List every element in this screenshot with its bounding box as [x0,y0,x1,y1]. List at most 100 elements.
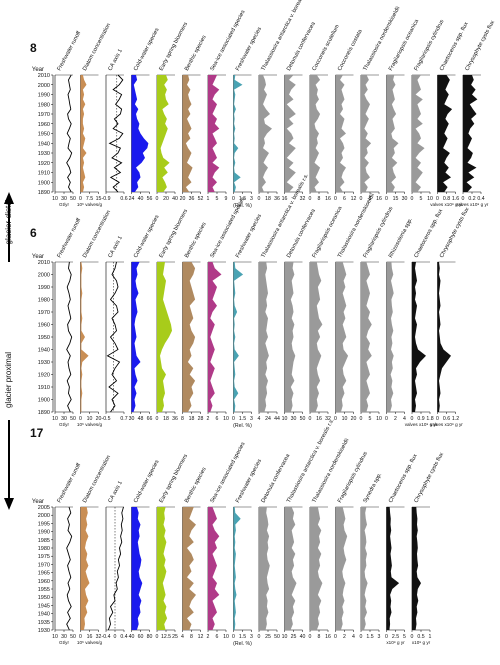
panel-title: Benthic species [184,34,208,72]
value-tick-label: 10 [376,416,382,422]
year-tick-label: 1960 [38,323,50,329]
unit-label: valves x10⁹ g yr [430,202,463,207]
value-tick-label: 0 [411,416,414,422]
value-tick-label: 66 [147,416,153,422]
series-area [437,75,453,192]
value-tick-label: 1.5 [239,416,246,422]
value-tick-label: 0.8 [443,196,450,202]
series-area [131,507,143,630]
panel-title: CA axis 1 [107,48,123,72]
unit-label: x10⁹ g yr [386,640,405,645]
series-area [361,507,368,630]
value-tick-label: 1.6 [452,196,459,202]
panel-title: Chrysophyte cysts flux [464,20,496,72]
value-tick-label: 16 [282,196,288,202]
panel-title: Chaetoceros spp. flux [439,21,470,72]
panel-title: Cold-water species [133,27,161,72]
year-tick-label: 1975 [38,554,50,560]
value-tick-label: 40 [138,196,144,202]
year-tick-label: 2010 [38,260,50,266]
year-tick-label: 1920 [38,161,50,167]
value-tick-label: 10 [52,416,58,422]
value-tick-label: 1.2 [452,416,459,422]
year-tick-label: 1935 [38,620,50,626]
value-tick-label: 20 [163,196,169,202]
core-section-8: 8Year18901900191019201930194019501960197… [30,0,496,209]
value-tick-label: 30 [61,634,67,640]
series-area [361,75,372,192]
value-tick-label: 32 [300,196,306,202]
panel-rhizosolenia-spp: Rhizosolenia spp.0 2 4 [385,217,414,422]
panel-title: Thalassiosira antarctica v. borealis r.s… [286,417,336,504]
value-tick-label: 16 [87,634,93,640]
panel-cold-water-species: Cold-water species 40 60 80 [129,459,161,640]
year-axis-label: Year [32,67,44,73]
value-tick-label: 0 [411,634,414,640]
year-tick-label: 1930 [38,360,50,366]
panel-title: Chaetoceros spp. flux [413,208,444,259]
value-tick-label: 10 [282,416,288,422]
value-tick-label: 0 [156,634,159,640]
value-tick-label: 16 [325,634,331,640]
value-tick-label: 30 [129,416,135,422]
year-tick-label: 2010 [38,73,50,79]
series-area [284,262,296,412]
panel-thalassiosira-antarctica-v-borealis-r-s: Thalassiosira antarctica v. borealis r.s… [258,0,311,202]
value-tick-label: -0.5 [102,416,111,422]
value-tick-label: 6 [343,196,346,202]
value-tick-label: 32 [96,634,102,640]
year-tick-label: 1960 [38,579,50,585]
panel-title: Chaetoceros spp. flux [388,453,419,504]
value-tick-label: 0 [232,416,235,422]
value-tick-label: 40 [300,634,306,640]
series-area [412,75,425,192]
value-tick-label: 6 [216,416,219,422]
year-tick-label: 1940 [38,348,50,354]
value-tick-label: 80 [147,634,153,640]
value-tick-label: 0 [334,196,337,202]
value-tick-label: 1 [429,634,432,640]
value-tick-label: 56 [147,196,153,202]
year-tick-label: 2000 [38,513,50,519]
arrow-up-icon [4,192,14,204]
unit-label: 10⁶ valves/g [77,422,103,427]
value-tick-label: 5 [216,196,219,202]
value-tick-label: 0 [309,634,312,640]
value-tick-label: 0.5 [417,634,424,640]
value-tick-label: 30 [61,416,67,422]
value-tick-label: 0 [79,196,82,202]
year-tick-label: 1960 [38,122,50,128]
side-annotations: glacier-distal glacier proximal [4,192,14,510]
series-area [233,507,241,630]
series-area [233,262,244,412]
year-tick-label: 1980 [38,102,50,108]
panel-freshwater-species: Freshwater species 0 1.5 3 [232,458,263,640]
series-line [108,74,124,193]
value-tick-label: 60 [138,634,144,640]
year-tick-label: 1990 [38,285,50,291]
value-tick-label: 36 [189,196,195,202]
value-tick-label: 0 [156,196,159,202]
value-tick-label: 12 [198,634,204,640]
year-tick-label: 1910 [38,385,50,391]
year-tick-label: 1910 [38,171,50,177]
panel-title: Chrysophyte cysts flux [439,207,471,259]
value-tick-label: 36 [274,196,280,202]
panel-title: Freshwater runoff [56,462,82,504]
panel-title: Freshwater species [235,458,263,504]
value-tick-label: 40 [129,634,135,640]
value-tick-label: 0.6 [443,416,450,422]
value-tick-label: 0 [309,196,312,202]
year-tick-label: 1980 [38,298,50,304]
series-area [335,507,348,630]
series-area [208,507,220,630]
panel-title: Early spring bloomers [158,208,189,259]
